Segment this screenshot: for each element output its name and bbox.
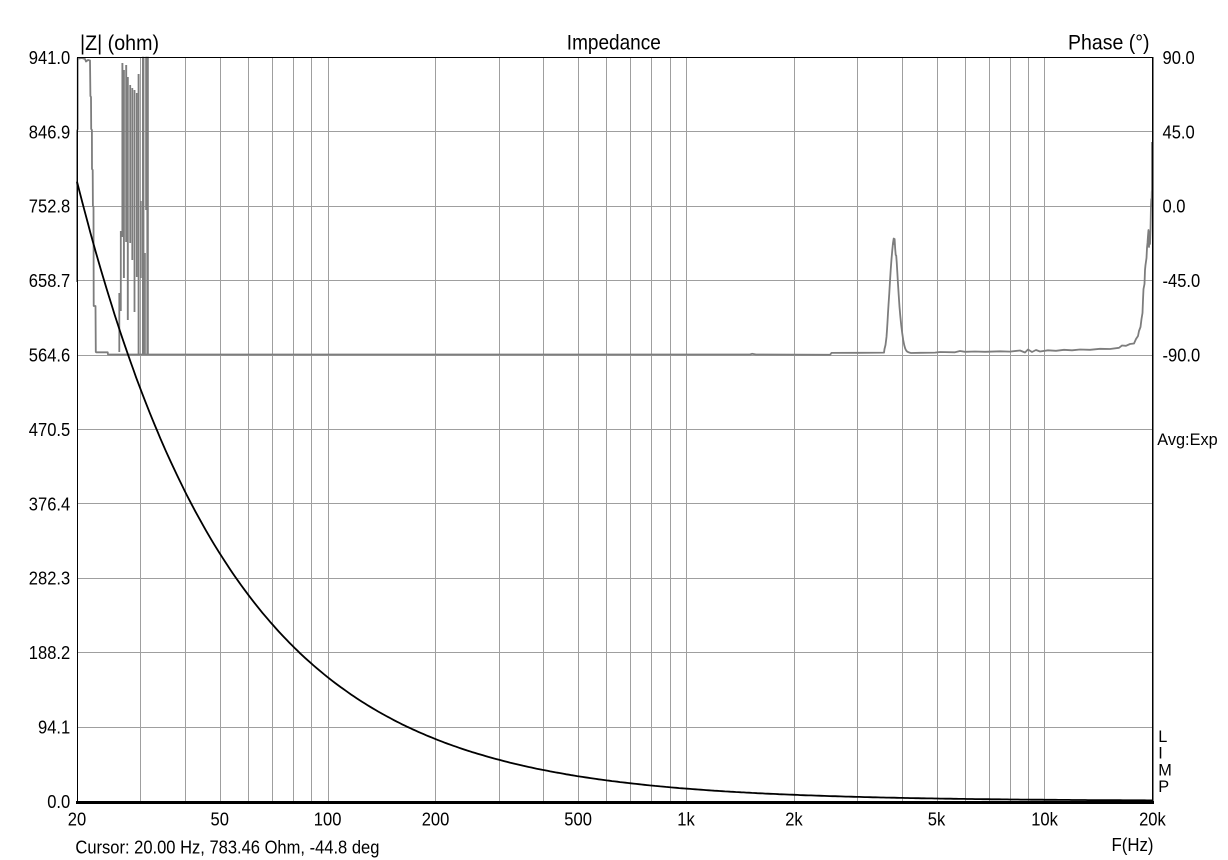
svg-text:|Z| (ohm): |Z| (ohm) <box>80 32 159 55</box>
svg-text:Impedance: Impedance <box>567 31 661 54</box>
svg-text:0.0: 0.0 <box>1163 196 1186 217</box>
svg-text:941.0: 941.0 <box>29 47 70 68</box>
svg-text:M: M <box>1158 761 1172 779</box>
svg-text:Phase (°): Phase (°) <box>1068 32 1150 55</box>
svg-text:2k: 2k <box>785 809 803 830</box>
svg-text:-90.0: -90.0 <box>1163 345 1201 366</box>
svg-text:Avg:Exp: Avg:Exp <box>1157 431 1217 449</box>
svg-text:I: I <box>1158 745 1163 763</box>
svg-text:20k: 20k <box>1139 809 1166 830</box>
svg-text:Cursor: 20.00 Hz, 783.46 Ohm,: Cursor: 20.00 Hz, 783.46 Ohm, -44.8 deg <box>75 837 379 858</box>
svg-text:470.5: 470.5 <box>29 419 70 440</box>
svg-text:188.2: 188.2 <box>29 642 70 663</box>
svg-text:752.8: 752.8 <box>29 196 70 217</box>
svg-text:5k: 5k <box>928 809 946 830</box>
svg-text:846.9: 846.9 <box>29 121 70 142</box>
svg-text:94.1: 94.1 <box>38 717 70 738</box>
svg-text:L: L <box>1158 728 1167 746</box>
svg-text:1k: 1k <box>677 809 695 830</box>
svg-text:282.3: 282.3 <box>29 568 70 589</box>
svg-text:376.4: 376.4 <box>29 493 70 514</box>
svg-text:90.0: 90.0 <box>1163 47 1195 68</box>
svg-text:10k: 10k <box>1031 809 1058 830</box>
svg-text:100: 100 <box>314 809 342 830</box>
svg-text:50: 50 <box>211 809 229 830</box>
svg-text:20: 20 <box>68 809 86 830</box>
svg-text:564.6: 564.6 <box>29 345 70 366</box>
svg-text:-45.0: -45.0 <box>1163 270 1201 291</box>
svg-text:F(Hz): F(Hz) <box>1112 834 1154 855</box>
svg-text:200: 200 <box>422 809 450 830</box>
svg-text:0.0: 0.0 <box>47 791 70 812</box>
svg-text:P: P <box>1158 778 1169 796</box>
svg-text:45.0: 45.0 <box>1163 121 1195 142</box>
svg-text:658.7: 658.7 <box>29 270 70 291</box>
svg-text:500: 500 <box>564 809 592 830</box>
